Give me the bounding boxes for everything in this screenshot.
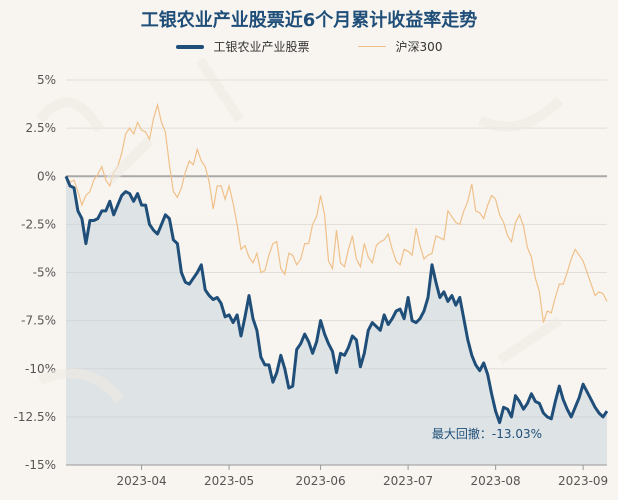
legend-swatch-hs300: [357, 46, 386, 47]
y-tick-label: -2.5%: [21, 217, 56, 231]
legend-swatch-fund: [175, 44, 204, 49]
max-drawdown-label: 最大回撤：-13.03%: [432, 426, 542, 441]
y-tick-label: -15%: [25, 458, 56, 472]
y-tick-label: -5%: [33, 266, 56, 280]
y-tick-label: 0%: [37, 169, 56, 183]
chart-title: 工银农业产业股票近6个月累计收益率走势: [140, 10, 478, 31]
x-tick-label: 2023-09: [558, 474, 608, 488]
x-tick-label: 2023-06: [296, 474, 346, 488]
y-tick-label: 5%: [37, 73, 56, 87]
y-tick-label: -7.5%: [21, 314, 56, 328]
y-tick-label: -10%: [25, 362, 56, 376]
y-tick-label: -12.5%: [14, 410, 56, 424]
y-tick-label: 2.5%: [26, 121, 57, 135]
legend: 工银农业产业股票 沪深300: [0, 38, 618, 55]
x-tick-label: 2023-05: [204, 474, 254, 488]
x-tick-label: 2023-07: [383, 474, 433, 488]
x-tick-label: 2023-04: [117, 474, 167, 488]
legend-label-hs300: 沪深300: [395, 40, 443, 54]
legend-item-hs300[interactable]: 沪深300: [357, 38, 443, 55]
x-tick-label: 2023-08: [471, 474, 521, 488]
legend-label-fund: 工银农业产业股票: [213, 40, 310, 54]
legend-item-fund[interactable]: 工银农业产业股票: [175, 38, 310, 55]
